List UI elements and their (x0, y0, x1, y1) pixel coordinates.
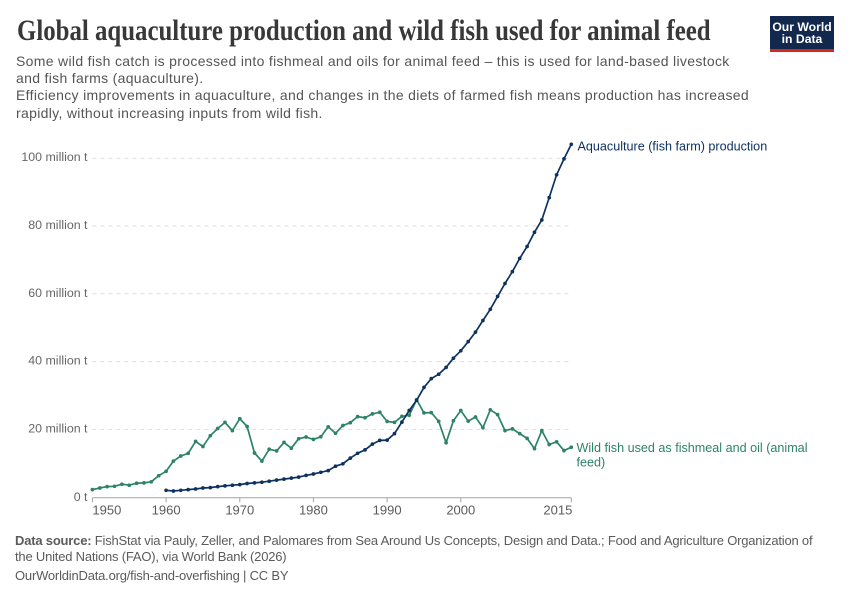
svg-text:1950: 1950 (92, 502, 121, 517)
svg-text:1980: 1980 (299, 502, 328, 517)
svg-text:2015: 2015 (543, 502, 572, 517)
svg-text:Wild fish used as fishmeal and: Wild fish used as fishmeal and oil (anim… (577, 441, 808, 455)
svg-text:Aquaculture (fish farm) produc: Aquaculture (fish farm) production (578, 140, 768, 154)
svg-text:feed): feed) (577, 455, 606, 469)
svg-text:100 million t: 100 million t (21, 150, 88, 164)
svg-text:1990: 1990 (373, 502, 402, 517)
svg-text:2000: 2000 (446, 502, 475, 517)
svg-text:1970: 1970 (225, 502, 254, 517)
svg-text:60 million t: 60 million t (28, 286, 88, 300)
svg-text:80 million t: 80 million t (28, 218, 88, 232)
svg-text:40 million t: 40 million t (28, 354, 88, 368)
svg-text:0 t: 0 t (74, 490, 88, 504)
svg-text:1960: 1960 (152, 502, 181, 517)
svg-text:20 million t: 20 million t (28, 421, 88, 435)
